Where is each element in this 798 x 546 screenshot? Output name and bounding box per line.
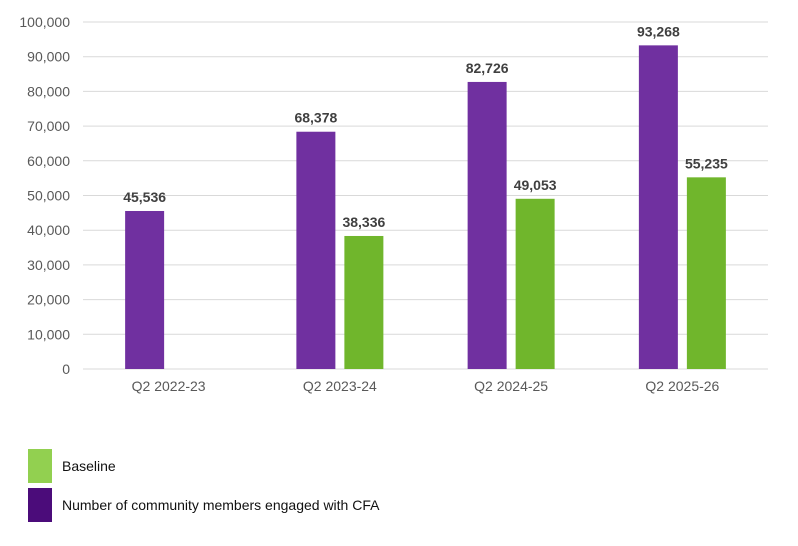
- bar-engaged: [467, 81, 507, 369]
- y-tick-label: 100,000: [19, 14, 70, 30]
- bar-baseline: [686, 177, 726, 369]
- y-tick-label: 20,000: [27, 292, 70, 308]
- data-label: 38,336: [342, 214, 385, 230]
- data-label: 55,235: [685, 155, 728, 171]
- y-tick-label: 10,000: [27, 326, 70, 342]
- bar-engaged: [125, 210, 165, 369]
- bar-engaged: [296, 131, 336, 369]
- x-tick-label: Q2 2022-23: [132, 378, 206, 394]
- data-label: 82,726: [466, 60, 509, 76]
- y-tick-label: 70,000: [27, 118, 70, 134]
- x-tick-label: Q2 2025-26: [645, 378, 719, 394]
- legend: Baseline Number of community members eng…: [28, 449, 379, 527]
- y-tick-label: 40,000: [27, 222, 70, 238]
- y-tick-label: 50,000: [27, 188, 70, 204]
- y-tick-label: 30,000: [27, 257, 70, 273]
- x-tick-label: Q2 2023-24: [303, 378, 377, 394]
- bar-baseline: [515, 198, 555, 369]
- y-tick-label: 80,000: [27, 83, 70, 99]
- legend-swatch-engaged: [28, 488, 52, 522]
- bar-engaged: [638, 45, 678, 369]
- data-label: 49,053: [514, 177, 557, 193]
- bar-chart: 0 10,000 20,000 30,000 40,000 50,000 60,000 70,…: [19, 14, 768, 394]
- legend-label-baseline: Baseline: [62, 458, 116, 474]
- y-tick-label: 90,000: [27, 49, 70, 65]
- legend-swatch-baseline: [28, 449, 52, 483]
- legend-item-engaged: Number of community members engaged with…: [28, 488, 379, 522]
- data-label: 93,268: [637, 23, 680, 39]
- bar-baseline: [344, 235, 384, 369]
- data-label: 45,536: [123, 189, 166, 205]
- y-tick-label: 60,000: [27, 153, 70, 169]
- y-tick-label: 0: [62, 361, 70, 377]
- x-tick-label: Q2 2024-25: [474, 378, 548, 394]
- data-label: 68,378: [294, 110, 337, 126]
- legend-label-engaged: Number of community members engaged with…: [62, 497, 380, 513]
- legend-item-baseline: Baseline: [28, 449, 379, 483]
